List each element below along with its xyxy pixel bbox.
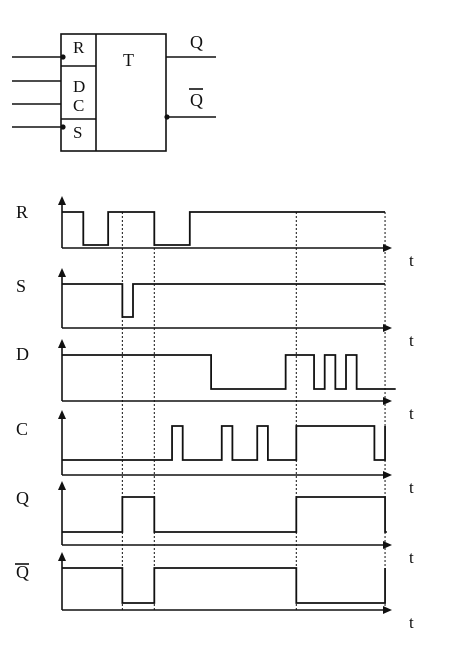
signal-waveform	[62, 211, 386, 246]
symbol-input-r-label: R	[73, 38, 85, 57]
inversion-dot-r	[60, 54, 66, 60]
time-axis-arrow	[383, 324, 392, 332]
time-axis-label: t	[409, 478, 414, 497]
signal-waveform	[62, 425, 386, 461]
level-axis-arrow	[58, 339, 66, 348]
signal-waveform	[62, 567, 386, 604]
signal-label: D	[16, 344, 29, 364]
level-axis-arrow	[58, 481, 66, 490]
time-axis-label: t	[409, 404, 414, 423]
signal-label: Q	[16, 488, 29, 508]
time-axis-label: t	[409, 331, 414, 350]
time-axis-arrow	[383, 471, 392, 479]
signal-waveform	[62, 283, 386, 318]
symbol-input-s-label: S	[73, 123, 82, 142]
time-axis-label: t	[409, 613, 414, 632]
signal-label: R	[16, 202, 28, 222]
symbol-body	[60, 33, 167, 152]
time-axis-arrow	[383, 606, 392, 614]
signal-label: Q	[16, 562, 29, 582]
time-axis-label: t	[409, 251, 414, 270]
signal-waveform	[62, 354, 396, 390]
symbol-input-d-label: D	[73, 77, 85, 96]
output-q-label: Q	[190, 32, 203, 52]
symbol-input-c-label: C	[73, 96, 84, 115]
signal-waveform	[62, 496, 387, 533]
level-axis-arrow	[58, 410, 66, 419]
flip-flop-symbol: T R D C S Q Q	[12, 32, 216, 152]
level-axis-arrow	[58, 268, 66, 277]
time-axis-arrow	[383, 397, 392, 405]
timing-diagram: Rt St Dt Ct Qt Qt	[15, 196, 414, 632]
inversion-dot-q-bar	[164, 114, 170, 120]
level-axis-arrow	[58, 552, 66, 561]
level-axis-arrow	[58, 196, 66, 205]
signal-label: C	[16, 419, 28, 439]
time-axis-arrow	[383, 244, 392, 252]
inversion-dot-s	[60, 124, 66, 130]
time-axis-label: t	[409, 548, 414, 567]
signal-label: S	[16, 276, 26, 296]
time-axis-arrow	[383, 541, 392, 549]
symbol-title: T	[123, 50, 134, 70]
output-q-bar-label: Q	[190, 90, 203, 110]
